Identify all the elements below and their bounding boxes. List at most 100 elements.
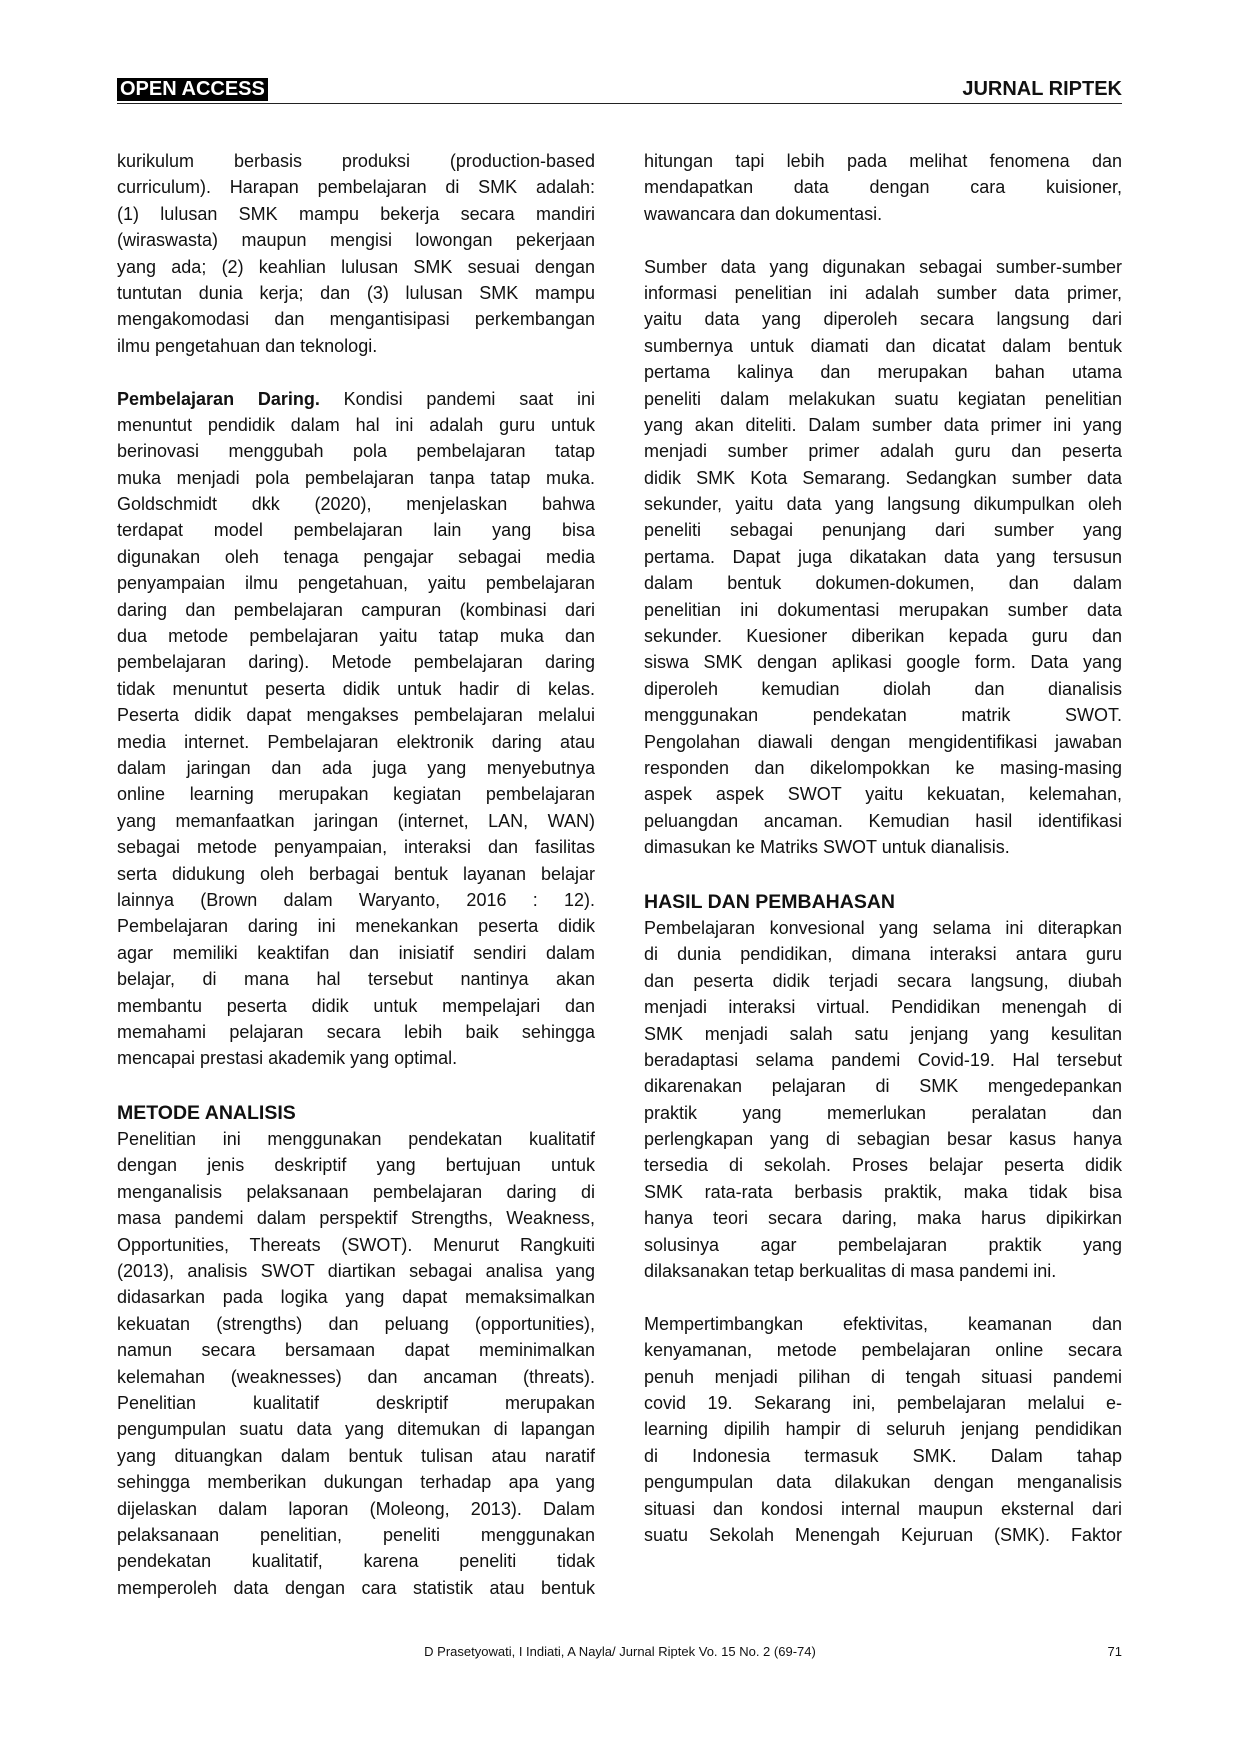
text-line: sekunder, yaitu data yang langsung dikum…	[644, 494, 1122, 515]
text-line: kekuatan (strengths) dan peluang (opport…	[117, 1313, 595, 1334]
text-line: serta didukung oleh berbagai bentuk laya…	[117, 863, 595, 884]
text-line: didasarkan pada logika yang dapat memaks…	[117, 1287, 595, 1308]
text-line: dilaksanakan tetap berkualitas di masa p…	[644, 1261, 1057, 1282]
text-line: Pembelajaran daring ini menekankan peser…	[117, 916, 595, 937]
text-line: penyampaian ilmu pengetahuan, yaitu pemb…	[117, 573, 595, 594]
right-column: hitungan tapi lebih pada melihat fenomen…	[644, 148, 1122, 1548]
text-line: yaitu data yang diperoleh secara langsun…	[644, 309, 1122, 330]
text-line: yang memanfaatkan jaringan (internet, LA…	[117, 810, 595, 831]
text-line: beradaptasi selama pandemi Covid-19. Hal…	[644, 1049, 1122, 1070]
footer-citation: D Prasetyowati, I Indiati, A Nayla/ Jurn…	[424, 1644, 816, 1659]
text-line: dikarenakan pelajaran di SMK mengedepank…	[644, 1076, 1122, 1097]
text-line: yang akan diteliti. Dalam sumber data pr…	[644, 414, 1122, 435]
text-line: Penelitian kualitatif deskriptif merupak…	[117, 1392, 595, 1413]
text-line: berinovasi menggubah pola pembelajaran t…	[117, 441, 595, 462]
text-line: Mempertimbangkan efektivitas, keamanan d…	[644, 1313, 1122, 1334]
text-line: di dunia pendidikan, dimana interaksi an…	[644, 944, 1122, 965]
paragraph: kurikulum berbasis produksi (production-…	[117, 148, 595, 359]
text-line: peneliti sebagai penunjang dari sumber y…	[644, 520, 1122, 541]
text-line: hanya teori secara daring, maka harus di…	[644, 1208, 1122, 1229]
text-line: Pengolahan diawali dengan mengidentifika…	[644, 731, 1122, 752]
text-line: pembelajaran daring). Metode pembelajara…	[117, 652, 595, 673]
paragraph: hitungan tapi lebih pada melihat fenomen…	[644, 148, 1122, 227]
open-access-label: OPEN ACCESS	[117, 78, 268, 101]
text-line: mengakomodasi dan mengantisipasi perkemb…	[117, 309, 595, 330]
text-line: kenyamanan, metode pembelajaran online s…	[644, 1340, 1122, 1361]
text-line: sehingga memberikan dukungan terhadap ap…	[117, 1472, 595, 1493]
text-line: dua metode pembelajaran yaitu tatap muka…	[117, 626, 595, 647]
text-line: perlengkapan yang di sebagian besar kasu…	[644, 1129, 1122, 1150]
text-line: SMK rata-rata berbasis praktik, maka tid…	[644, 1181, 1122, 1202]
text-line: informasi penelitian ini adalah sumber d…	[644, 282, 1122, 303]
text-line: dimasukan ke Matriks SWOT untuk dianalis…	[644, 837, 1010, 858]
text-line: masa pandemi dalam perspektif Strengths,…	[117, 1208, 595, 1229]
text-line: didik SMK Kota Semarang. Sedangkan sumbe…	[644, 467, 1122, 488]
text-line: peluangdan ancaman. Kemudian hasil ident…	[644, 810, 1122, 831]
text-line: dan peserta didik terjadi secara langsun…	[644, 970, 1122, 991]
text-line: situasi dan kondosi internal maupun ekst…	[644, 1498, 1122, 1519]
text-line: dalam jaringan dan ada juga yang menyebu…	[117, 757, 595, 778]
text-line: ilmu pengetahuan dan teknologi.	[117, 335, 378, 356]
text-line: yang dituangkan dalam bentuk tulisan ata…	[117, 1445, 595, 1466]
text-line: belajar, di mana hal tersebut nantinya a…	[117, 969, 595, 990]
text-line: kelemahan (weaknesses) dan ancaman (thre…	[117, 1366, 595, 1387]
text-line: kurikulum berbasis produksi (production-…	[117, 151, 595, 171]
text-line: Peserta didik dapat mengakses pembelajar…	[117, 705, 595, 726]
section-heading: HASIL DAN PEMBAHASAN	[644, 890, 895, 913]
text-line: lainnya (Brown dalam Waryanto, 2016 : 12…	[117, 889, 595, 910]
text-line: Sumber data yang digunakan sebagai sumbe…	[644, 256, 1122, 277]
text-line: Penelitian ini menggunakan pendekatan ku…	[117, 1129, 595, 1150]
text-line: tuntutan dunia kerja; dan (3) lulusan SM…	[117, 282, 595, 303]
text-line: praktik yang memerlukan peralatan dan	[644, 1102, 1122, 1123]
text-line: wawancara dan dokumentasi.	[644, 203, 883, 224]
header-rule	[117, 103, 1122, 104]
text-line: curriculum). Harapan pembelajaran di SMK…	[117, 177, 595, 198]
spacer	[644, 1284, 1122, 1310]
text-line: terdapat model pembelajaran lain yang bi…	[117, 520, 595, 541]
text-line: pertama. Dapat juga dikatakan data yang …	[644, 546, 1122, 567]
text-line: solusinya agar pembelajaran praktik yang	[644, 1234, 1122, 1255]
paragraph: METODE ANALISIS Penelitian ini menggunaka…	[117, 1098, 595, 1601]
text-line: responden dan dikelompokkan ke masing-ma…	[644, 757, 1122, 778]
spacer	[117, 1072, 595, 1098]
text-line: mendapatkan data dengan cara kuisioner,	[644, 177, 1122, 198]
text-line: covid 19. Sekarang ini, pembelajaran mel…	[644, 1392, 1122, 1413]
text-line: penelitian ini dokumentasi merupakan sum…	[644, 599, 1122, 620]
text-line: sebagai metode penyampaian, interaksi da…	[117, 837, 595, 858]
spacer	[644, 227, 1122, 253]
page-number: 71	[1107, 1644, 1122, 1659]
text: Kondisi pandemi saat ini	[343, 388, 595, 409]
text-line: siswa SMK dengan aplikasi google form. D…	[644, 652, 1122, 673]
text-line: diperoleh kemudian diolah dan dianalisis	[644, 678, 1122, 699]
text-line: dengan jenis deskriptif yang bertujuan u…	[117, 1155, 595, 1176]
text-line: hitungan tapi lebih pada melihat fenomen…	[644, 151, 1122, 171]
text-line: menuntut pendidik dalam hal ini adalah g…	[117, 414, 595, 435]
text-line: mencapai prestasi akademik yang optimal.	[117, 1048, 458, 1069]
text-line: pengumpulan data dilakukan dengan mengan…	[644, 1472, 1122, 1493]
text-line: muka menjadi pola pembelajaran tanpa tat…	[117, 467, 595, 488]
text-line: tidak menuntut peserta didik untuk hadir…	[117, 678, 595, 699]
text-line: Pembelajaran Daring. Kondisi pandemi saa…	[117, 386, 595, 412]
text-line: penuh menjadi pilihan di tengah situasi …	[644, 1366, 1122, 1387]
text-line: pengumpulan suatu data yang ditemukan di…	[117, 1419, 595, 1440]
paragraph: Sumber data yang digunakan sebagai sumbe…	[644, 254, 1122, 861]
text-line: Pembelajaran konvesional yang selama ini…	[644, 917, 1122, 938]
text-line: pendekatan kualitatif, karena peneliti t…	[117, 1551, 595, 1572]
text-line: sekunder. Kuesioner diberikan kepada gur…	[644, 626, 1122, 647]
text-line: (wiraswasta) maupun mengisi lowongan pek…	[117, 230, 595, 251]
text-line: menjadi sumber primer adalah guru dan pe…	[644, 441, 1122, 462]
section-heading: METODE ANALISIS	[117, 1102, 296, 1125]
text-line: dijelaskan dalam laporan (Moleong, 2013)…	[117, 1498, 595, 1519]
journal-name: JURNAL RIPTEK	[962, 78, 1122, 100]
text-line: namun secara bersamaan dapat meminimalka…	[117, 1340, 595, 1361]
text-line: membantu peserta didik untuk mempelajari…	[117, 995, 595, 1016]
spacer	[117, 359, 595, 385]
text-line: tersedia di sekolah. Proses belajar pese…	[644, 1155, 1122, 1176]
text-line: learning dipilih hampir di seluruh jenja…	[644, 1419, 1122, 1440]
text-line: di Indonesia termasuk SMK. Dalam tahap	[644, 1445, 1122, 1466]
text-line: Opportunities, Thereats (SWOT). Menurut …	[117, 1234, 595, 1255]
text-line: digunakan oleh tenaga pengajar sebagai m…	[117, 546, 595, 567]
text-line: pertama kalinya dan merupakan bahan utam…	[644, 362, 1122, 383]
left-column: kurikulum berbasis produksi (production-…	[117, 148, 595, 1601]
